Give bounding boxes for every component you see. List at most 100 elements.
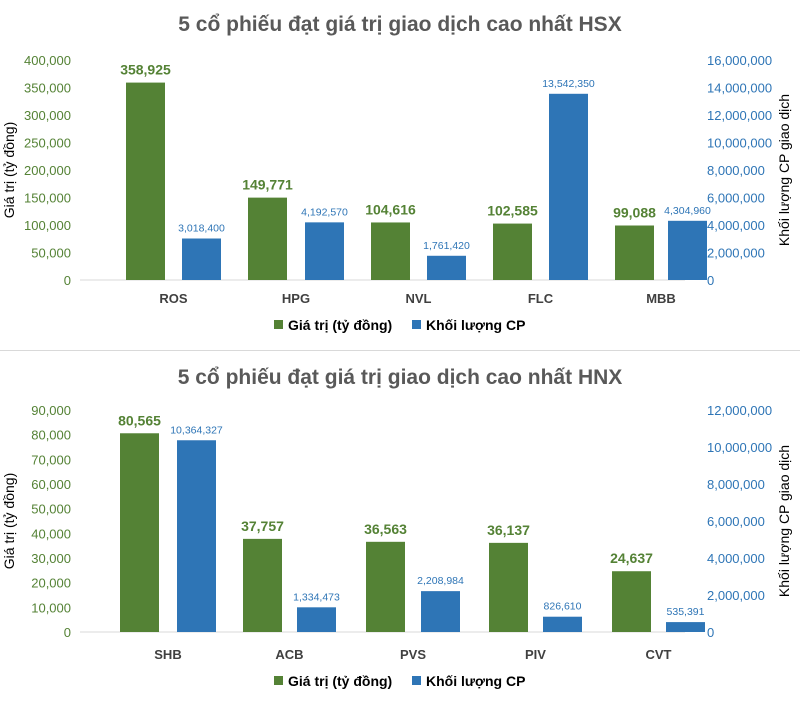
data-label-khoi-luong: 4,192,570 [301, 206, 348, 218]
bar-khoi-luong [668, 221, 707, 280]
y-right-tick-label: 2,000,000 [707, 588, 765, 603]
bar-gia-tri [612, 571, 651, 632]
y-left-tick-label: 250,000 [24, 136, 71, 151]
y-right-tick-label: 6,000,000 [707, 191, 765, 206]
bar-khoi-luong [427, 256, 466, 280]
y-left-tick-label: 20,000 [31, 576, 71, 591]
y-left-tick-label: 0 [64, 273, 71, 288]
x-category-label: NVL [406, 291, 432, 306]
bar-khoi-luong [666, 622, 705, 632]
data-label-khoi-luong: 826,610 [544, 601, 582, 613]
y-right-tick-label: 2,000,000 [707, 246, 765, 261]
y-right-axis-title: Khối lượng CP giao dịch [776, 94, 792, 246]
bar-khoi-luong [305, 222, 344, 280]
y-right-tick-label: 8,000,000 [707, 477, 765, 492]
bar-khoi-luong [421, 591, 460, 632]
x-category-label: ACB [275, 647, 303, 662]
y-right-tick-label: 12,000,000 [707, 108, 772, 123]
data-label-gia-tri: 358,925 [120, 62, 171, 78]
y-left-tick-label: 400,000 [24, 53, 71, 68]
y-right-tick-label: 14,000,000 [707, 81, 772, 96]
x-category-label: MBB [646, 291, 676, 306]
data-label-khoi-luong: 4,304,960 [664, 205, 711, 217]
chart-hsx: 5 cổ phiếu đạt giá trị giao dịch cao nhấ… [0, 0, 800, 350]
bar-khoi-luong [177, 440, 216, 632]
legend-label-khoi-luong: Khối lượng CP [426, 317, 525, 333]
y-left-tick-label: 50,000 [31, 502, 71, 517]
y-right-tick-label: 0 [707, 625, 714, 640]
data-label-gia-tri: 102,585 [487, 203, 538, 219]
bar-khoi-luong [543, 617, 582, 632]
y-right-tick-label: 12,000,000 [707, 403, 772, 418]
legend-label-khoi-luong: Khối lượng CP [426, 673, 525, 689]
y-left-tick-label: 40,000 [31, 526, 71, 541]
y-right-tick-label: 16,000,000 [707, 53, 772, 68]
y-left-tick-label: 300,000 [24, 108, 71, 123]
legend-swatch-khoi-luong [412, 676, 421, 685]
x-category-label: FLC [528, 291, 554, 306]
y-left-axis-title: Giá trị (tỷ đồng) [1, 473, 17, 569]
bar-gia-tri [248, 198, 287, 280]
legend-swatch-khoi-luong [412, 320, 421, 329]
data-label-gia-tri: 24,637 [610, 550, 653, 566]
data-label-khoi-luong: 535,391 [667, 606, 705, 618]
x-category-label: HPG [282, 291, 310, 306]
bar-gia-tri [243, 539, 282, 632]
chart-hnx: 5 cổ phiếu đạt giá trị giao dịch cao nhấ… [0, 350, 800, 723]
data-label-khoi-luong: 13,542,350 [542, 78, 595, 90]
bar-gia-tri [366, 542, 405, 632]
y-left-tick-label: 100,000 [24, 218, 71, 233]
bar-gia-tri [489, 543, 528, 632]
y-right-tick-label: 10,000,000 [707, 136, 772, 151]
data-label-khoi-luong: 1,761,420 [423, 240, 470, 252]
legend-swatch-gia-tri [274, 676, 283, 685]
chart-hsx-svg: 5 cổ phiếu đạt giá trị giao dịch cao nhấ… [0, 0, 800, 350]
data-label-khoi-luong: 10,364,327 [170, 424, 223, 436]
chart-title: 5 cổ phiếu đạt giá trị giao dịch cao nhấ… [178, 366, 623, 389]
legend-swatch-gia-tri [274, 320, 283, 329]
bar-khoi-luong [182, 238, 221, 280]
x-category-label: PIV [525, 647, 546, 662]
bar-gia-tri [493, 224, 532, 280]
y-left-tick-label: 0 [64, 625, 71, 640]
data-label-khoi-luong: 3,018,400 [178, 222, 225, 234]
x-category-label: PVS [400, 647, 426, 662]
y-left-tick-label: 60,000 [31, 477, 71, 492]
y-right-tick-label: 4,000,000 [707, 218, 765, 233]
y-right-tick-label: 4,000,000 [707, 551, 765, 566]
y-left-tick-label: 150,000 [24, 191, 71, 206]
x-category-label: CVT [646, 647, 672, 662]
legend-label-gia-tri: Giá trị (tỷ đồng) [288, 673, 392, 689]
y-right-tick-label: 8,000,000 [707, 163, 765, 178]
data-label-gia-tri: 149,771 [242, 177, 293, 193]
chart-hnx-svg: 5 cổ phiếu đạt giá trị giao dịch cao nhấ… [0, 350, 800, 723]
bar-khoi-luong [297, 607, 336, 632]
y-right-tick-label: 10,000,000 [707, 440, 772, 455]
y-left-axis-title: Giá trị (tỷ đồng) [1, 122, 17, 218]
y-left-tick-label: 200,000 [24, 163, 71, 178]
data-label-gia-tri: 104,616 [365, 201, 416, 217]
bar-khoi-luong [549, 94, 588, 280]
x-category-label: SHB [154, 647, 181, 662]
data-label-gia-tri: 36,563 [364, 521, 407, 537]
bar-gia-tri [371, 222, 410, 280]
chart-title: 5 cổ phiếu đạt giá trị giao dịch cao nhấ… [178, 13, 621, 36]
y-left-tick-label: 90,000 [31, 403, 71, 418]
data-label-gia-tri: 37,757 [241, 518, 284, 534]
y-right-axis-title: Khối lượng CP giao dịch [776, 445, 792, 597]
bar-gia-tri [120, 433, 159, 632]
data-label-gia-tri: 80,565 [118, 412, 161, 428]
y-left-tick-label: 350,000 [24, 81, 71, 96]
y-left-tick-label: 10,000 [31, 600, 71, 615]
bar-gia-tri [615, 226, 654, 280]
y-right-tick-label: 6,000,000 [707, 514, 765, 529]
data-label-khoi-luong: 2,208,984 [417, 575, 464, 587]
y-right-tick-label: 0 [707, 273, 714, 288]
y-left-tick-label: 30,000 [31, 551, 71, 566]
bar-gia-tri [126, 83, 165, 280]
data-label-gia-tri: 36,137 [487, 522, 530, 538]
y-left-tick-label: 70,000 [31, 452, 71, 467]
y-left-tick-label: 50,000 [31, 246, 71, 261]
y-left-tick-label: 80,000 [31, 428, 71, 443]
data-label-khoi-luong: 1,334,473 [293, 591, 340, 603]
